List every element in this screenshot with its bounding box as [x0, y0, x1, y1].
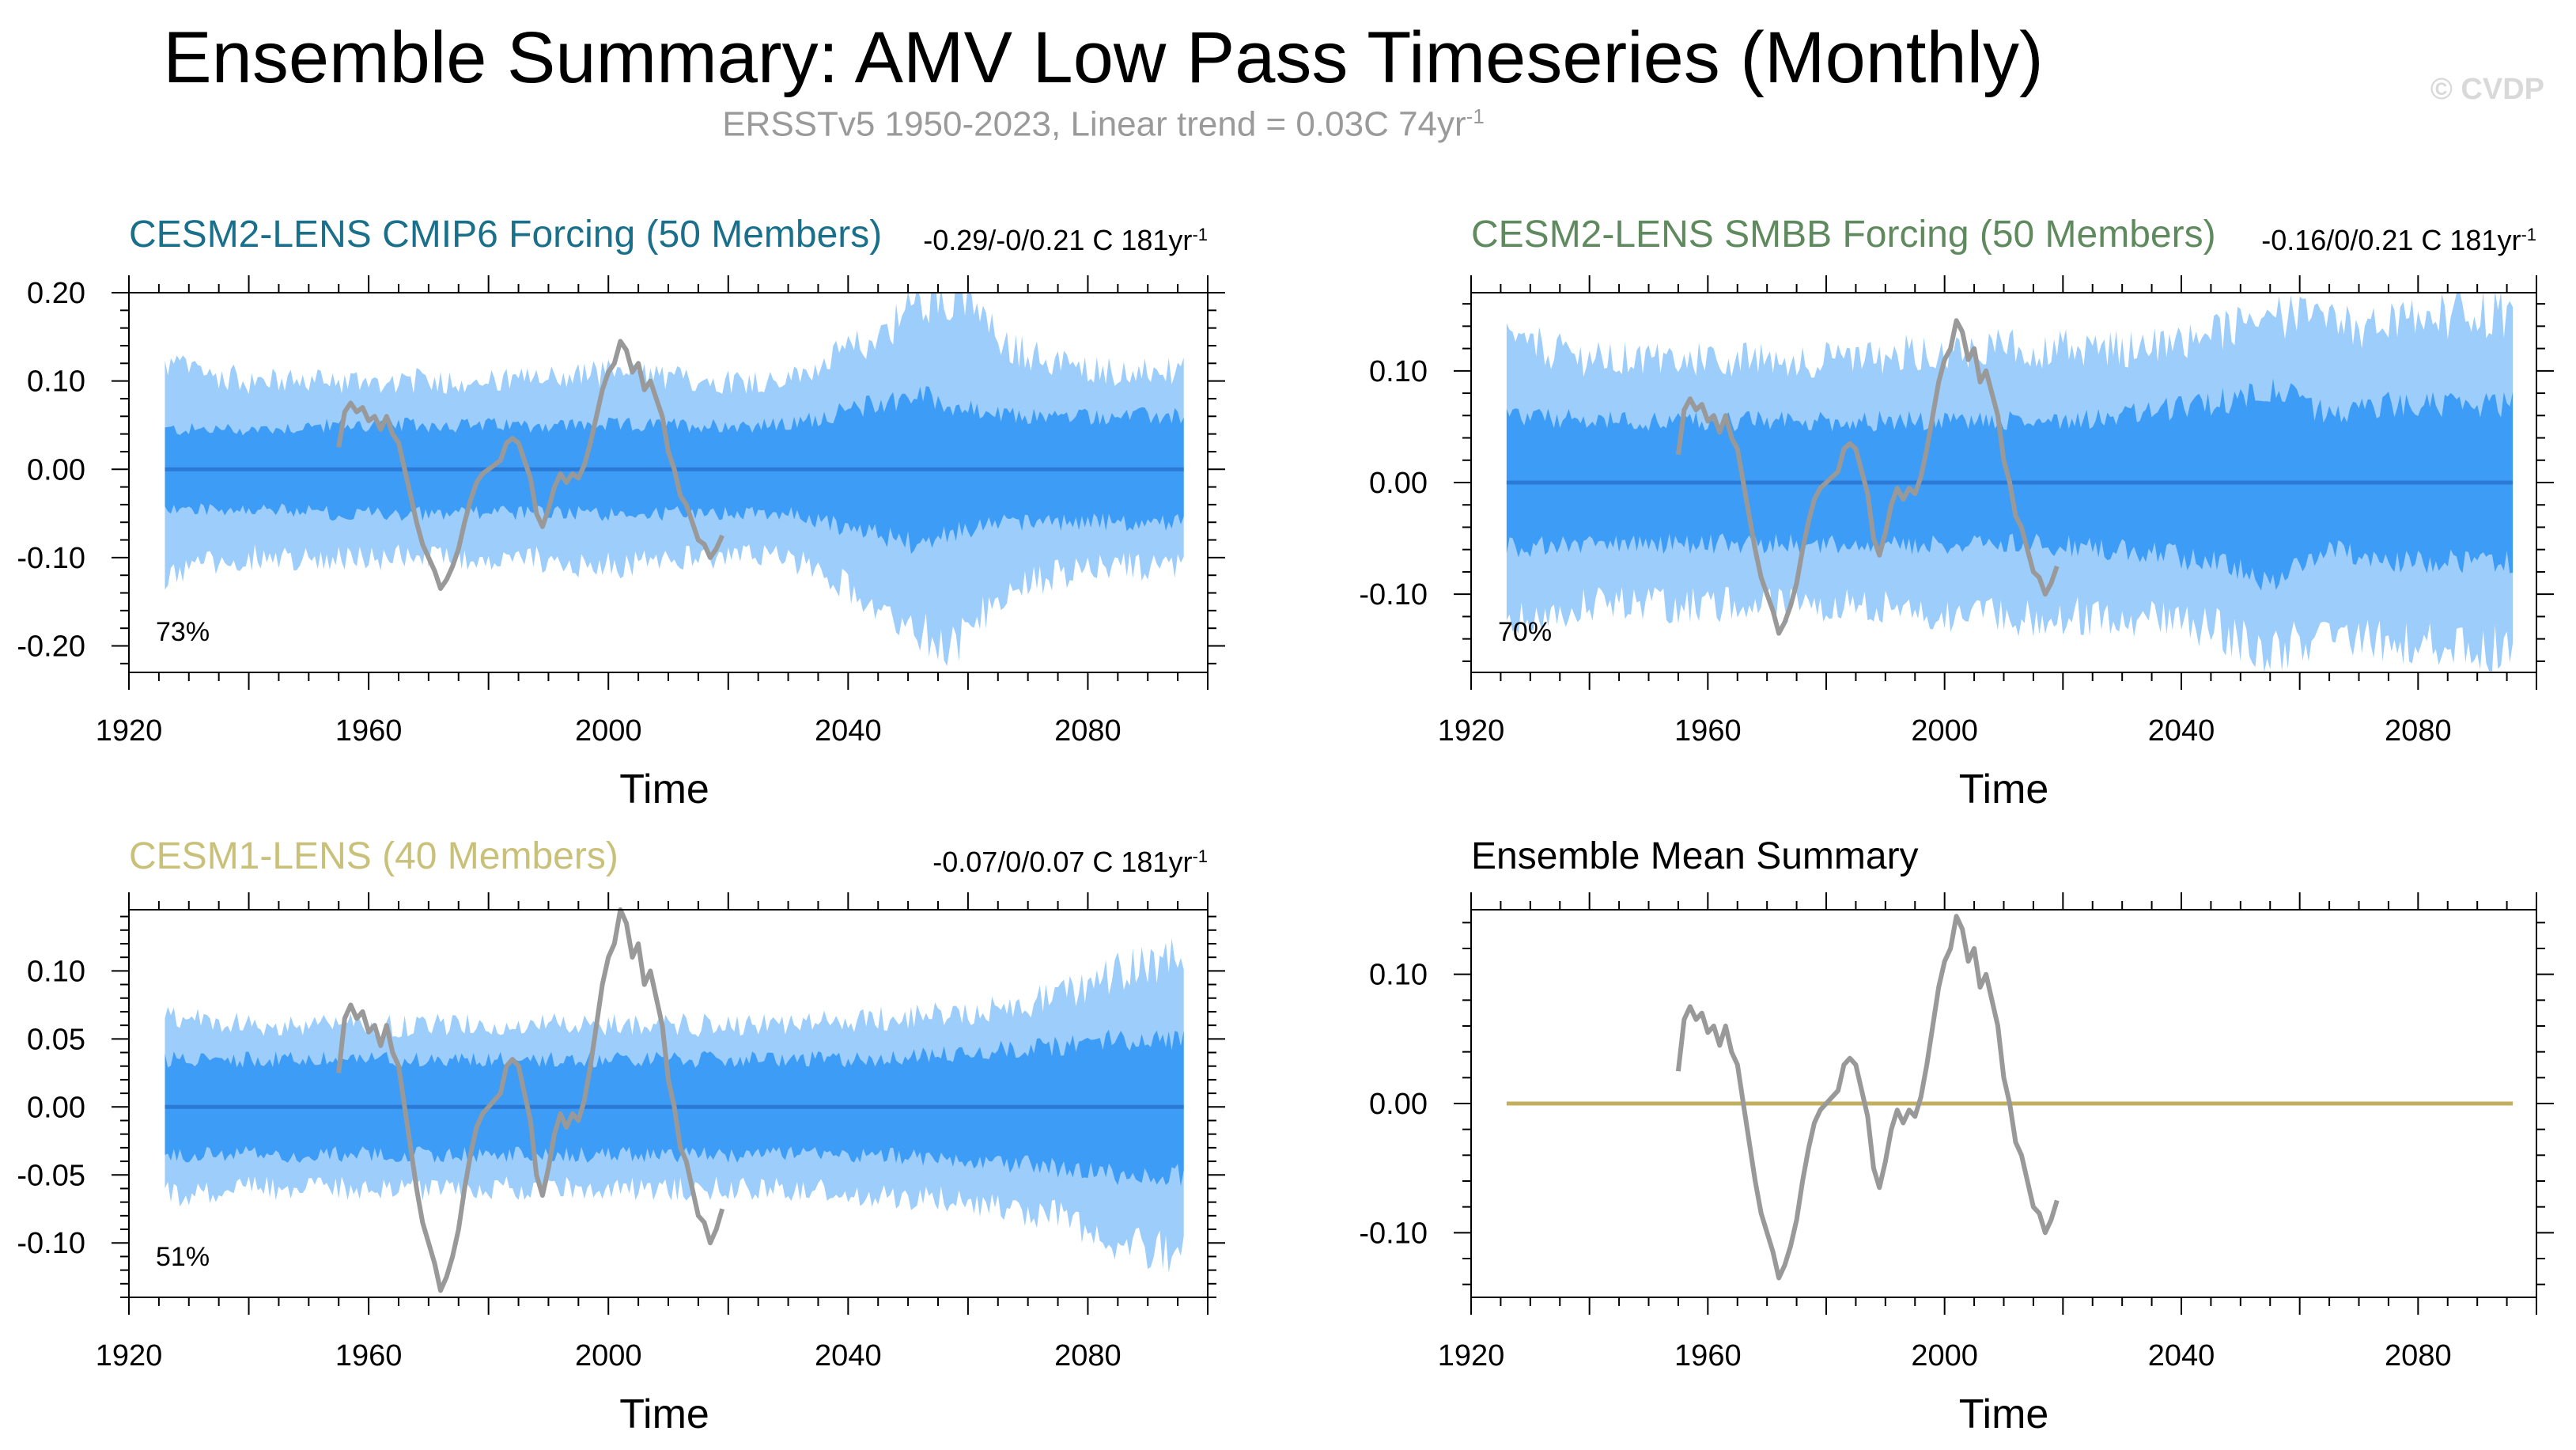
y-tick-label: 0.00 [27, 453, 85, 486]
panel-cesm1: 1920 1960 2000 2040 2080 0.10 0.05 0.00 -0.05 -0.… [17, 835, 1225, 1437]
panel-ensemble-mean: 1920 1960 2000 2040 2080 0.10 0.00 -0.10 Time Ens… [1359, 835, 2554, 1437]
subtitle-text: ERSSTv5 1950-2023, Linear trend = 0.03C … [722, 104, 1466, 144]
observations-line [1675, 318, 2060, 636]
x-tick-label: 1960 [1674, 714, 1742, 748]
x-axis-title: Time [619, 767, 709, 812]
y-tick-label: 0.00 [1369, 1088, 1428, 1121]
percent-label: 51% [156, 1242, 210, 1272]
y-tick-label: -0.10 [17, 542, 85, 575]
trend-stat-label: -0.07/0/0.07 C 181yr-1 [932, 846, 1208, 878]
observations-line [336, 339, 724, 591]
panel-title: CESM1-LENS (40 Members) [129, 835, 618, 877]
panel-title: Ensemble Mean Summary [1471, 835, 1919, 877]
x-tick-label: 2040 [2148, 1339, 2215, 1372]
x-tick-label: 1920 [96, 1339, 163, 1372]
x-tick-label: 2080 [2385, 714, 2452, 748]
trend-stat-label: -0.16/0/0.21 C 181yr-1 [2261, 224, 2536, 256]
percent-label: 73% [156, 617, 210, 647]
percent-label: 70% [1498, 617, 1552, 647]
y-tick-label: 0.05 [27, 1023, 85, 1056]
x-axis-title: Time [619, 1391, 709, 1437]
y-tick-label: -0.10 [17, 1227, 85, 1260]
x-tick-label: 2080 [1054, 714, 1122, 748]
observations-line [336, 907, 725, 1293]
y-tick-label: -0.10 [1359, 1217, 1428, 1250]
x-tick-label: 1960 [335, 714, 403, 748]
trend-stat-label: -0.29/-0/0.21 C 181yr-1 [923, 224, 1208, 256]
main-title: Ensemble Summary: AMV Low Pass Timeserie… [163, 17, 2044, 98]
observations-line [1675, 914, 2060, 1281]
main-subtitle: ERSSTv5 1950-2023, Linear trend = 0.03C … [0, 104, 2207, 145]
x-tick-label: 2080 [1054, 1339, 1122, 1372]
x-axis-title: Time [1959, 767, 2049, 812]
panel-title: CESM2-LENS CMIP6 Forcing (50 Members) [129, 214, 882, 256]
watermark: © CVDP [2430, 73, 2544, 106]
y-tick-label: 0.20 [27, 277, 85, 310]
x-tick-label: 2000 [575, 714, 642, 748]
x-tick-label: 1960 [1674, 1339, 1742, 1372]
x-tick-label: 1960 [335, 1339, 403, 1372]
y-tick-label: -0.20 [17, 630, 85, 664]
y-tick-label: 0.10 [27, 365, 85, 399]
y-tick-label: 0.10 [1369, 959, 1428, 992]
x-tick-label: 2080 [2385, 1339, 2452, 1372]
x-tick-label: 1920 [1438, 1339, 1505, 1372]
y-tick-label: 0.00 [27, 1091, 85, 1124]
y-tick-label: -0.05 [17, 1159, 85, 1192]
panel-cesm2-cmip6: 1920 1960 2000 2040 2080 0.20 0.10 0.00 -0.10 -0.… [17, 214, 1225, 812]
panel-title: CESM2-LENS SMBB Forcing (50 Members) [1471, 214, 2216, 256]
x-tick-label: 2040 [2148, 714, 2215, 748]
subtitle-exponent: -1 [1466, 104, 1485, 128]
x-tick-label: 2040 [815, 714, 882, 748]
x-axis-title: Time [1959, 1391, 2049, 1437]
y-tick-label: 0.10 [1369, 355, 1428, 388]
y-tick-label: 0.10 [27, 955, 85, 988]
panel-cesm2-smbb: 1920 1960 2000 2040 2080 0.10 0.00 -0.10 Time CES… [1359, 214, 2554, 812]
x-tick-label: 2000 [1911, 1339, 1978, 1372]
x-tick-label: 2000 [1911, 714, 1978, 748]
x-tick-label: 1920 [96, 714, 163, 748]
y-tick-label: -0.10 [1359, 578, 1428, 611]
x-tick-label: 2040 [815, 1339, 882, 1372]
x-tick-label: 1920 [1438, 714, 1505, 748]
x-tick-label: 2000 [575, 1339, 642, 1372]
y-tick-label: 0.00 [1369, 467, 1428, 500]
